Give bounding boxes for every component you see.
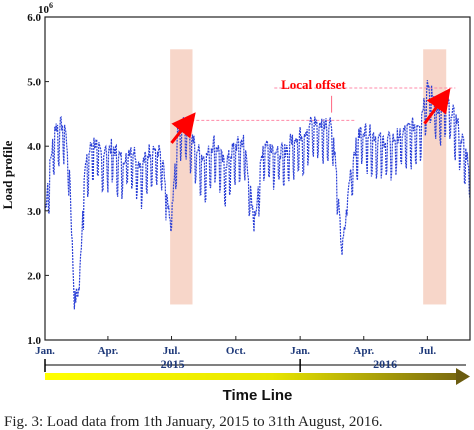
- timeline-bar: [45, 373, 458, 380]
- year-label-2015: 2015: [161, 357, 185, 371]
- x-tick-label-2: Jul.: [163, 345, 181, 357]
- y-tick-label-0: 1.0: [27, 335, 41, 347]
- y-tick-label-5: 6.0: [27, 12, 41, 24]
- offset-lines: [181, 87, 456, 121]
- timeline: 2015 2016 Time Line: [44, 357, 470, 404]
- x-tick-label-4: Jan.: [290, 345, 310, 357]
- plot-frame: [44, 16, 471, 341]
- x-tick-label-6: Jul.: [419, 345, 437, 357]
- x-tick-label-5: Apr.: [353, 345, 374, 357]
- x-axis: Jan. Apr. Jul. Oct. Jan. Apr. Jul.: [35, 336, 436, 357]
- local-offset-label: Local offset: [281, 77, 346, 92]
- year-label-2016: 2016: [373, 357, 397, 371]
- highlight-band-1: [170, 49, 193, 305]
- y-tick-label-1: 2.0: [27, 270, 41, 282]
- timeline-arrowhead: [456, 368, 470, 385]
- y-tick-label-2: 3.0: [27, 206, 41, 218]
- x-tick-label-1: Apr.: [98, 345, 119, 357]
- y-axis-title: Load profile: [0, 140, 15, 209]
- annotations: Local offset: [170, 77, 451, 144]
- rise-arrow-2016: [423, 88, 451, 125]
- y-tick-label-4: 5.0: [27, 77, 41, 89]
- figure-caption: Fig. 3: Load data from 1th January, 2015…: [4, 414, 383, 430]
- series-line-load: [44, 80, 471, 310]
- x-tick-label-3: Oct.: [226, 345, 246, 357]
- x-tick-label-0: Jan.: [35, 345, 55, 357]
- rise-arrow-2015: [170, 112, 196, 144]
- y-multiplier: 106: [38, 1, 53, 16]
- y-tick-label-3: 4.0: [27, 141, 41, 153]
- y-axis: 1.0 2.0 3.0 4.0 5.0 6.0: [27, 12, 49, 347]
- timeline-label: Time Line: [223, 387, 293, 404]
- series-layer: [44, 80, 471, 310]
